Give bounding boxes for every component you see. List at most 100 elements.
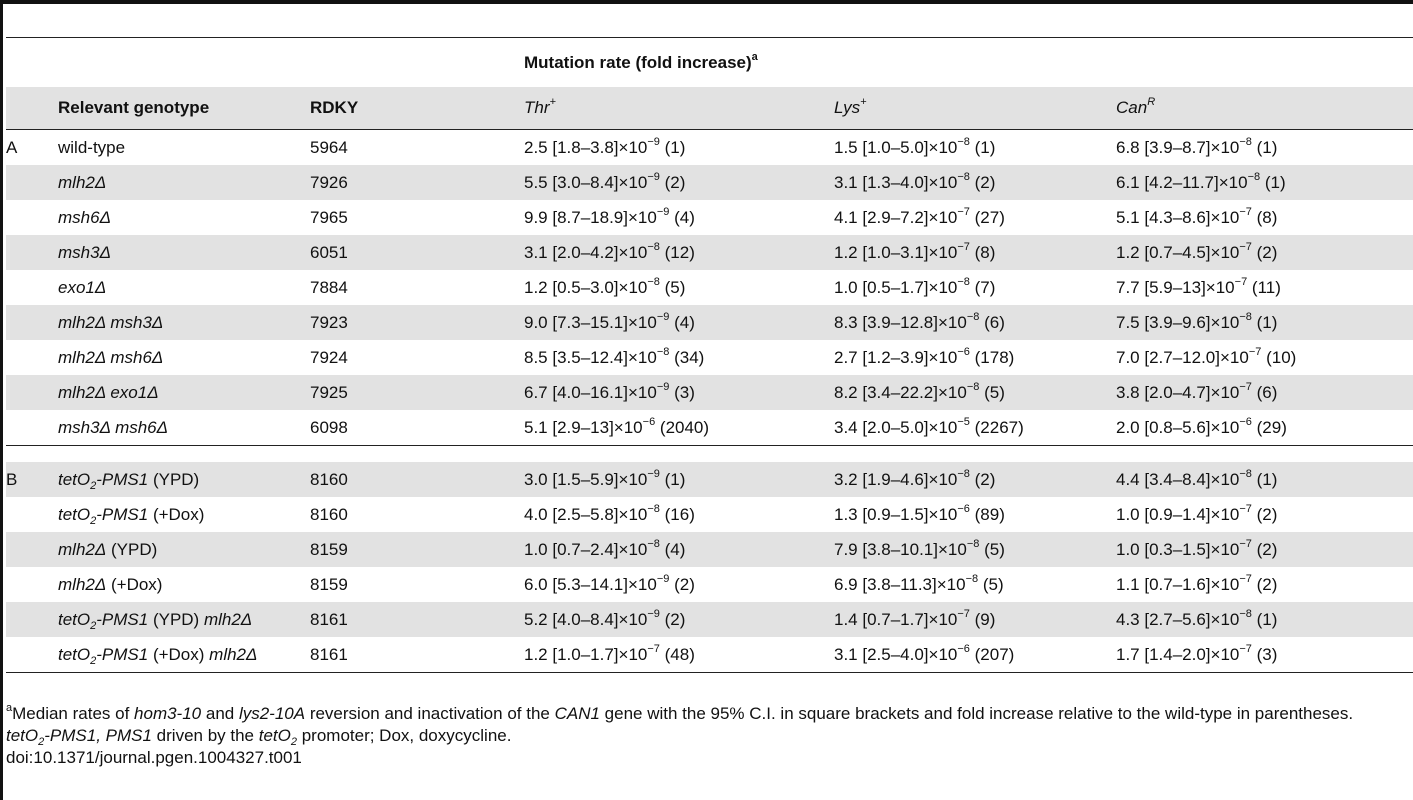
section-label (6, 305, 58, 340)
section-label (6, 200, 58, 235)
section-label: A (6, 137, 18, 157)
rdky-cell: 6051 (310, 235, 524, 270)
rdky-cell: 7965 (310, 207, 348, 227)
table-row: exo1Δ 7884 1.2 [0.5–3.0]×10−8 (5) 1.0 [0.5–… (6, 270, 1413, 305)
can-rate-cell: 6.8 [3.9–8.7]×10−8 (1) (1116, 135, 1278, 157)
lys-rate-cell: 3.1 [1.3–4.0]×10−8 (2) (834, 165, 1116, 200)
rdky-cell: 5964 (310, 137, 348, 157)
thr-rate-cell: 1.0 [0.7–2.4]×10−8 (4) (524, 532, 834, 567)
can-rate-cell: 3.8 [2.0–4.7]×10−7 (6) (1116, 375, 1413, 410)
thr-rate-cell: 3.0 [1.5–5.9]×10−9 (1) (524, 462, 834, 497)
col-header-thr: Thr+ (524, 87, 834, 130)
section-label (6, 340, 58, 375)
rdky-cell: 8161 (310, 602, 524, 637)
genotype-cell: tetO2-PMS1 (YPD) (58, 462, 310, 497)
lys-rate-cell: 2.7 [1.2–3.9]×10−6 (178) (834, 345, 1015, 367)
can-rate-cell: 5.1 [4.3–8.6]×10−7 (8) (1116, 205, 1278, 227)
rdky-cell: 7924 (310, 347, 348, 367)
genotype-cell: mlh2Δ msh6Δ (58, 347, 164, 367)
can-rate-cell: 4.4 [3.4–8.4]×10−8 (1) (1116, 462, 1413, 497)
genotype-cell: tetO2-PMS1 (+Dox) (58, 504, 205, 527)
can-rate-cell: 1.1 [0.7–1.6]×10−7 (2) (1116, 572, 1278, 594)
table-row: tetO2-PMS1 (YPD) mlh2Δ 8161 5.2 [4.0–8.4]×… (6, 602, 1413, 637)
section-label (6, 497, 58, 532)
lys-rate-cell: 8.2 [3.4–22.2]×10−8 (5) (834, 375, 1116, 410)
doi-line: doi:10.1371/journal.pgen.1004327.t001 (6, 748, 302, 767)
can-rate-cell: 1.0 [0.3–1.5]×10−7 (2) (1116, 532, 1413, 567)
lys-rate-cell: 1.4 [0.7–1.7]×10−7 (9) (834, 602, 1116, 637)
footnote-a: aMedian rates of hom3-10 and lys2-10A re… (6, 702, 1354, 724)
table-row: mlh2Δ exo1Δ 7925 6.7 [4.0–16.1]×10−9 (3) 8.… (6, 375, 1413, 410)
thr-rate-cell: 5.5 [3.0–8.4]×10−9 (2) (524, 165, 834, 200)
lys-rate-cell: 3.2 [1.9–4.6]×10−8 (2) (834, 462, 1116, 497)
thr-rate-cell: 1.2 [0.5–3.0]×10−8 (5) (524, 275, 686, 297)
genotype-cell: exo1Δ (58, 277, 107, 297)
section-label (6, 270, 58, 305)
genotype-cell: mlh2Δ (+Dox) (58, 574, 163, 594)
genotype-cell: wild-type (58, 137, 126, 157)
lys-rate-cell: 1.0 [0.5–1.7]×10−8 (7) (834, 275, 996, 297)
lys-rate-cell: 1.2 [1.0–3.1]×10−7 (8) (834, 235, 1116, 270)
rdky-cell: 7923 (310, 305, 524, 340)
genotype-cell: msh6Δ (58, 207, 111, 227)
col-header-rdky: RDKY (310, 87, 524, 130)
can-rate-cell: 7.7 [5.9–13]×10−7 (11) (1116, 275, 1281, 297)
lys-rate-cell: 7.9 [3.8–10.1]×10−8 (5) (834, 532, 1116, 567)
genotype-cell: msh3Δ msh6Δ (58, 410, 310, 446)
can-rate-cell: 7.5 [3.9–9.6]×10−8 (1) (1116, 305, 1413, 340)
table-row: tetO2-PMS1 (+Dox) 8160 4.0 [2.5–5.8]×10−8 … (6, 497, 1413, 532)
genotype-cell: tetO2-PMS1 (+Dox) mlh2Δ (58, 637, 310, 673)
genotype-cell: mlh2Δ (YPD) (58, 532, 310, 567)
table-row: mlh2Δ msh6Δ 7924 8.5 [3.5–12.4]×10−8 (34) 2… (6, 340, 1413, 375)
group-title: Mutation rate (fold increase)a (524, 37, 1413, 87)
thr-rate-cell: 5.2 [4.0–8.4]×10−9 (2) (524, 602, 834, 637)
thr-rate-cell: 2.5 [1.8–3.8]×10−9 (1) (524, 135, 686, 157)
can-rate-cell: 1.7 [1.4–2.0]×10−7 (3) (1116, 637, 1413, 673)
thr-rate-cell: 1.2 [1.0–1.7]×10−7 (48) (524, 637, 834, 673)
rdky-cell: 6098 (310, 410, 524, 446)
table-row: mlh2Δ 7926 5.5 [3.0–8.4]×10−9 (2) 3.1 [1.3–… (6, 165, 1413, 200)
footnote-marker: a (751, 50, 758, 63)
rdky-cell: 7926 (310, 165, 524, 200)
table-row: msh3Δ 6051 3.1 [2.0–4.2]×10−8 (12) 1.2 [1.0… (6, 235, 1413, 270)
section-label: B (6, 462, 58, 497)
genotype-cell: mlh2Δ msh3Δ (58, 305, 310, 340)
can-rate-cell: 1.0 [0.9–1.4]×10−7 (2) (1116, 502, 1278, 524)
rdky-cell: 8161 (310, 637, 524, 673)
mutation-rate-table: Mutation rate (fold increase)a Relevant … (6, 37, 1413, 673)
can-rate-cell: 7.0 [2.7–12.0]×10−7 (10) (1116, 345, 1297, 367)
genotype-cell: tetO2-PMS1 (YPD) mlh2Δ (58, 602, 310, 637)
rdky-cell: 7884 (310, 277, 348, 297)
lys-rate-cell: 4.1 [2.9–7.2]×10−7 (27) (834, 205, 1005, 227)
rdky-cell: 8159 (310, 574, 348, 594)
lys-rate-cell: 8.3 [3.9–12.8]×10−8 (6) (834, 305, 1116, 340)
section-spacer (6, 446, 1413, 463)
thr-rate-cell: 4.0 [2.5–5.8]×10−8 (16) (524, 502, 695, 524)
rdky-cell: 8160 (310, 504, 348, 524)
table-row: msh3Δ msh6Δ 6098 5.1 [2.9–13]×10−6 (2040) 3… (6, 410, 1413, 446)
rdky-cell: 8160 (310, 462, 524, 497)
section-label (6, 410, 58, 446)
section-label (6, 165, 58, 200)
table-row: mlh2Δ (YPD) 8159 1.0 [0.7–2.4]×10−8 (4) 7.9… (6, 532, 1413, 567)
can-rate-cell: 2.0 [0.8–5.6]×10−6 (29) (1116, 410, 1413, 446)
can-rate-cell: 1.2 [0.7–4.5]×10−7 (2) (1116, 235, 1413, 270)
header-row: Relevant genotype RDKY Thr+ Lys+ CanR (6, 87, 1413, 130)
thr-rate-cell: 5.1 [2.9–13]×10−6 (2040) (524, 410, 834, 446)
lys-rate-cell: 1.3 [0.9–1.5]×10−6 (89) (834, 502, 1005, 524)
left-frame-rule (0, 0, 3, 800)
lys-rate-cell: 6.9 [3.8–11.3]×10−8 (5) (834, 572, 1004, 594)
genotype-cell: mlh2Δ exo1Δ (58, 375, 310, 410)
section-label (6, 532, 58, 567)
footnote-teto: tetO2-PMS1, PMS1 driven by the tetO2 pro… (6, 726, 512, 748)
genotype-cell: mlh2Δ (58, 165, 310, 200)
col-header-lys: Lys+ (834, 87, 1116, 130)
table-footnotes: aMedian rates of hom3-10 and lys2-10A re… (6, 703, 1411, 769)
table-row: mlh2Δ (+Dox) 8159 6.0 [5.3–14.1]×10−9 (2) 6… (6, 567, 1413, 602)
rdky-cell: 8159 (310, 532, 524, 567)
section-label (6, 637, 58, 673)
can-rate-cell: 4.3 [2.7–5.6]×10−8 (1) (1116, 602, 1413, 637)
header-group-row: Mutation rate (fold increase)a (6, 37, 1413, 87)
